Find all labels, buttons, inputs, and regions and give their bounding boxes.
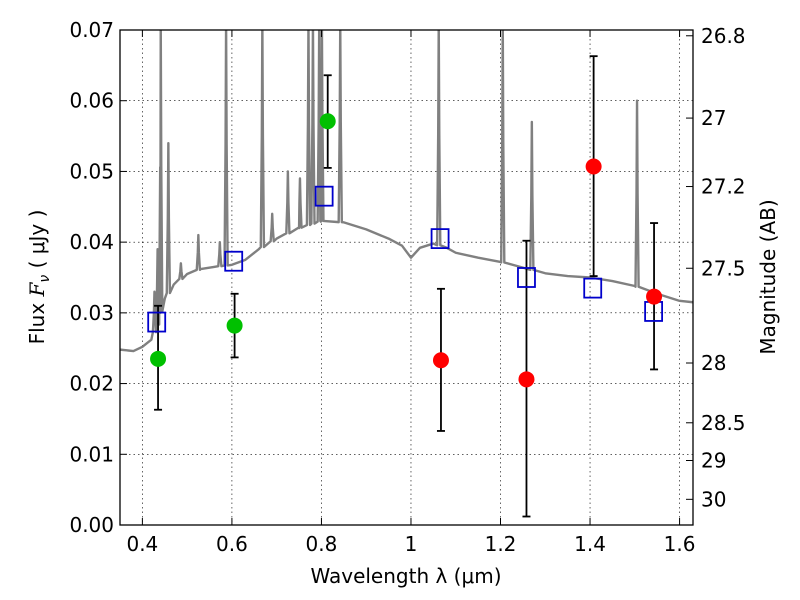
upper-limit-point: [585, 158, 602, 175]
model-photometry-marker: [147, 311, 167, 333]
y-tick-label: 0.04: [69, 230, 114, 254]
y-tick-label: 0.03: [69, 301, 114, 325]
detection-point: [319, 113, 336, 130]
y-axis-ticks: 0.00 0.01 0.02 0.03 0.04 0.05 0.06 0.07: [69, 18, 127, 537]
y-tick-label: 0.00: [69, 513, 114, 537]
y2-tick-label: 27.5: [701, 256, 746, 280]
model-photometry-marker: [314, 185, 334, 207]
y2-tick-label: 28: [701, 351, 726, 375]
y-tick-label: 0.01: [69, 442, 114, 466]
y-tick-label: 0.02: [69, 372, 114, 396]
x-tick-label: 0.8: [306, 532, 338, 556]
x-axis-ticks: 0.4 0.6 0.8 1 1.2 1.4 1.6: [126, 30, 695, 556]
model-photometry-marker: [583, 277, 603, 299]
plot-background: [120, 30, 693, 525]
y-axis-label-subscript: ν: [37, 275, 53, 283]
y2-tick-label: 26.8: [701, 24, 746, 48]
upper-limit-point: [432, 352, 449, 369]
y-axis-label-symbol: F: [25, 281, 49, 297]
y2-axis-label: Magnitude (AB): [756, 199, 780, 354]
model-spectrum-line: [120, 30, 693, 353]
y2-tick-label: 27.2: [701, 175, 746, 199]
x-tick-label: 0.4: [126, 532, 158, 556]
y-tick-label: 0.06: [69, 89, 114, 113]
upper-limit-point: [646, 288, 663, 305]
y2-tick-label: 29: [701, 449, 726, 473]
model-photometry-marker: [224, 250, 244, 272]
x-tick-label: 1.6: [664, 532, 696, 556]
model-photometry-marker: [517, 267, 536, 288]
upper-limit-point: [518, 371, 535, 388]
x-tick-label: 1.4: [574, 532, 606, 556]
detection-point: [226, 317, 243, 334]
y-axis-label-prefix: Flux: [25, 296, 49, 344]
y2-tick-label: 27: [701, 106, 726, 130]
y-axis-label: Flux Fν ( μJy ): [25, 210, 53, 345]
y2-tick-label: 30: [701, 487, 726, 511]
detection-point: [150, 350, 167, 367]
plot-frame: [119, 29, 694, 526]
model-photometry-marker: [430, 228, 450, 250]
x-tick-label: 1.2: [485, 532, 517, 556]
y-axis-label-suffix: ( μJy ): [25, 210, 49, 275]
y-tick-label: 0.07: [69, 18, 114, 42]
y-tick-label: 0.05: [69, 159, 114, 183]
y2-axis-ticks: 26.8 27 27.2 27.5 28 28.5 29 30: [686, 24, 746, 511]
x-tick-label: 1: [405, 532, 418, 556]
x-tick-label: 0.6: [216, 532, 248, 556]
plot-area: [120, 30, 693, 518]
y2-tick-label: 28.5: [701, 411, 746, 435]
x-axis-label: Wavelength λ (μm): [310, 564, 501, 588]
